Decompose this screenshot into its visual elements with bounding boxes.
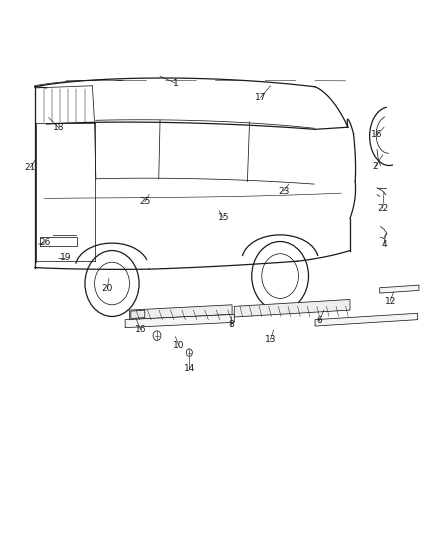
- Polygon shape: [125, 314, 234, 328]
- Text: 14: 14: [184, 364, 195, 373]
- Text: 4: 4: [381, 240, 387, 249]
- Text: 17: 17: [255, 93, 266, 102]
- Text: 10: 10: [173, 341, 184, 350]
- Text: 6: 6: [317, 316, 322, 325]
- Text: 13: 13: [265, 335, 276, 344]
- Polygon shape: [131, 310, 145, 319]
- Polygon shape: [315, 313, 418, 326]
- Polygon shape: [380, 285, 419, 293]
- Text: 16: 16: [371, 130, 383, 139]
- Text: 26: 26: [39, 238, 51, 247]
- Text: 1: 1: [173, 78, 178, 87]
- Polygon shape: [130, 305, 232, 320]
- Text: 20: 20: [102, 284, 113, 293]
- Text: 25: 25: [139, 197, 151, 206]
- Text: 21: 21: [25, 163, 36, 172]
- Text: 12: 12: [385, 296, 396, 305]
- Text: 16: 16: [134, 325, 146, 334]
- Text: 19: 19: [60, 254, 71, 262]
- Text: 15: 15: [218, 213, 229, 222]
- Text: 22: 22: [377, 204, 389, 213]
- Text: 8: 8: [228, 320, 234, 329]
- Text: 23: 23: [278, 187, 290, 196]
- Text: 18: 18: [53, 123, 64, 132]
- Polygon shape: [234, 300, 350, 317]
- Text: 2: 2: [372, 162, 378, 171]
